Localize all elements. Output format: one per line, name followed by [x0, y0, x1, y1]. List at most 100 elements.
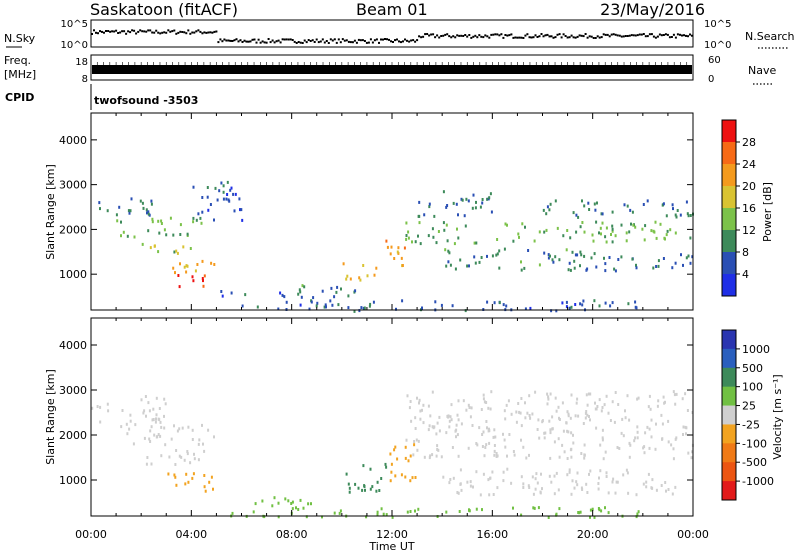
heatmap-cell	[451, 446, 454, 449]
heatmap-cell	[197, 442, 200, 446]
nsky-point	[217, 41, 220, 44]
heatmap-cell	[676, 209, 679, 212]
heatmap-cell	[395, 307, 397, 311]
heatmap-cell	[335, 290, 338, 294]
nsky-point	[554, 36, 557, 39]
heatmap-cell	[300, 295, 303, 299]
nsky-point	[618, 34, 621, 37]
heatmap-cell	[186, 264, 189, 268]
heatmap-cell	[349, 277, 352, 281]
nsky-point	[235, 38, 238, 41]
heatmap-cell	[445, 431, 448, 435]
heatmap-cell	[626, 471, 629, 475]
heatmap-cell	[577, 414, 580, 418]
heatmap-cell	[189, 461, 192, 465]
heatmap-cell	[687, 451, 690, 455]
heatmap-cell	[414, 427, 417, 430]
heatmap-cell	[600, 212, 603, 216]
colorbar-tick-label: 28	[742, 136, 756, 149]
nsky-point	[474, 34, 477, 37]
heatmap-cell	[448, 251, 451, 255]
velocity-colorbar: 1000 500 100 25 -25 -100 -500 -1000	[721, 329, 774, 501]
heatmap-cell	[656, 404, 659, 408]
heatmap-cell	[337, 303, 340, 307]
nsky-point	[353, 39, 356, 42]
heatmap-cell	[506, 454, 508, 458]
colorbar-tick-label: 25	[742, 400, 756, 413]
nsky-point	[177, 31, 180, 34]
heatmap-cell	[554, 396, 557, 400]
heatmap-cell	[576, 471, 579, 475]
heatmap-cell	[588, 472, 590, 476]
heatmap-cell	[473, 255, 476, 259]
heatmap-cell	[277, 501, 280, 505]
nsky-point	[584, 33, 587, 35]
heatmap-cell	[324, 303, 327, 307]
nsky-point	[414, 40, 417, 43]
heatmap-cell	[541, 487, 543, 491]
heatmap-cell	[203, 274, 206, 278]
heatmap-cell	[203, 449, 206, 453]
nsky-point	[257, 38, 260, 41]
heatmap-cell	[551, 258, 554, 262]
heatmap-cell	[602, 457, 605, 461]
heatmap-cell	[582, 422, 585, 425]
heatmap-cell	[385, 513, 388, 517]
heatmap-cell	[553, 474, 556, 478]
nsky-point	[538, 35, 541, 38]
heatmap-cell	[584, 411, 587, 415]
heatmap-cell	[213, 263, 216, 266]
nsky-point	[436, 34, 439, 37]
nsky-point	[133, 29, 136, 32]
nsky-point	[311, 39, 314, 42]
heatmap-cell	[407, 236, 410, 240]
heatmap-cell	[394, 474, 397, 478]
heatmap-cell	[549, 392, 552, 396]
heatmap-cell	[685, 426, 688, 430]
heatmap-cell	[485, 401, 488, 404]
heatmap-cell	[611, 224, 614, 228]
nsky-point	[691, 34, 693, 37]
heatmap-cell	[687, 254, 690, 258]
colorbar-swatch	[722, 424, 736, 444]
heatmap-cell	[615, 480, 618, 484]
heatmap-cell	[558, 507, 561, 511]
heatmap-cell	[361, 488, 364, 492]
heatmap-cell	[455, 423, 458, 427]
colorbar-tick-label: 16	[742, 202, 756, 215]
heatmap-cell	[482, 393, 485, 397]
heatmap-cell	[369, 467, 372, 471]
heatmap-cell	[437, 448, 440, 452]
nsky-point	[482, 36, 485, 39]
heatmap-cell	[457, 491, 460, 495]
nsky-point	[153, 31, 156, 34]
heatmap-cell	[567, 268, 570, 272]
heatmap-cell	[222, 190, 225, 194]
heatmap-cell	[520, 475, 523, 479]
heatmap-cell	[155, 396, 158, 400]
heatmap-cell	[454, 267, 457, 271]
heatmap-cell	[481, 508, 483, 512]
heatmap-cell	[506, 467, 509, 471]
heatmap-cell	[338, 511, 341, 515]
heatmap-cell	[158, 407, 161, 410]
heatmap-cell	[431, 390, 434, 394]
heatmap-cell	[151, 220, 154, 224]
heatmap-cell	[627, 491, 630, 495]
nsky-point	[472, 35, 475, 38]
nsky-point	[171, 30, 174, 33]
heatmap-cell	[531, 475, 534, 479]
heatmap-cell	[186, 452, 189, 456]
colorbar-tick-label: -1000	[742, 475, 774, 488]
heatmap-cell	[225, 197, 228, 201]
nsky-point	[361, 39, 364, 42]
nsky-point	[105, 30, 107, 32]
heatmap-cell	[200, 221, 203, 225]
heatmap-cell	[566, 429, 569, 433]
freq-label: Freq.	[4, 54, 31, 67]
heatmap-cell	[613, 267, 616, 271]
heatmap-cell	[202, 284, 205, 288]
heatmap-cell	[167, 472, 170, 476]
heatmap-cell	[154, 420, 157, 424]
heatmap-cell	[176, 429, 179, 433]
